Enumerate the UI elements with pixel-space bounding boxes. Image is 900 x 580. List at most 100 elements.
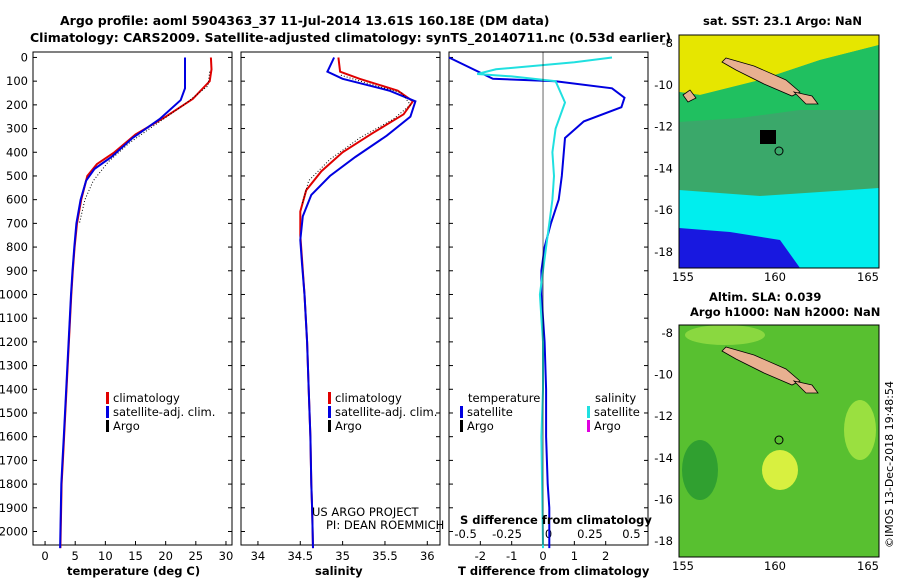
series-line-argo [301, 74, 412, 205]
depth-tick-label: 1800 [0, 477, 28, 491]
temperature-axis-label: temperature (deg C) [67, 564, 200, 578]
legend-satellite-label: satellite-adj. clim. [113, 405, 215, 419]
depth-tick-label: 600 [6, 193, 28, 207]
legend-argo-swatch [328, 420, 331, 432]
panel-ticks: 0 5 10 15 20 25 30 34 34.5 35 35.5 36 -2 -1 0 1 2 -0.5 -0.… [33, 56, 648, 563]
x-tick-label: -1 [506, 549, 517, 563]
sst-blue-patch [679, 228, 800, 268]
sla-map [678, 324, 880, 558]
difference-legend-temperature: temperature satellite Argo [460, 391, 540, 433]
depth-tick-label: 1400 [0, 382, 28, 396]
map-lat-tick-label: -12 [654, 120, 673, 134]
sla-map-ticks: -8 -10 -12 -14 -16 -18 155 160 165 [654, 326, 879, 573]
map-lon-tick-label: 155 [672, 270, 694, 284]
argo-position-marker [774, 435, 784, 445]
header-line-2: Climatology: CARS2009. Satellite-adjuste… [30, 30, 671, 46]
sla-low-patch [682, 440, 718, 500]
diff-legend-temp-satellite-swatch [460, 406, 463, 418]
map-lat-tick-label: -10 [654, 368, 673, 382]
legend-climatology-label: climatology [335, 391, 402, 405]
sst-map-frame [678, 34, 880, 269]
diff-legend-temp-argo-label: Argo [467, 419, 494, 433]
series-line-argo [78, 71, 211, 224]
depth-tick-label: 1700 [0, 453, 28, 467]
map-lon-tick-label: 155 [672, 559, 694, 573]
map-lat-tick-label: -8 [662, 326, 673, 340]
map-lat-tick-label: -14 [654, 161, 673, 175]
series-line-salinity-satellite [476, 56, 613, 549]
map-lat-tick-label: -18 [654, 245, 673, 259]
temperature-legend: climatology satellite-adj. clim. Argo [106, 391, 215, 433]
island-shape [682, 89, 697, 103]
map-lon-tick-label: 160 [764, 559, 786, 573]
salinity-panel-frame [240, 51, 441, 546]
sla-map-title-2: Argo h1000: NaN h2000: NaN [690, 305, 880, 319]
x-tick-label: 35 [335, 549, 350, 563]
depth-tick-label: 1200 [0, 335, 28, 349]
sst-dark-patch [760, 130, 776, 144]
sla-map-frame [678, 324, 880, 558]
series-line-climatology [59, 57, 213, 549]
x-tick-label: 10 [98, 549, 113, 563]
sst-map [678, 34, 880, 269]
legend-satellite-swatch [106, 406, 109, 418]
imos-timestamp: ©IMOS 13-Dec-2018 19:48:54 [883, 381, 896, 548]
map-lat-tick-label: -12 [654, 409, 673, 423]
depth-tick-label: 1600 [0, 430, 28, 444]
depth-tick-label: 200 [6, 98, 28, 112]
sst-map-title: sat. SST: 23.1 Argo: NaN [703, 14, 862, 28]
map-lat-tick-label: -8 [662, 36, 673, 50]
depth-tick-label: 100 [6, 74, 28, 88]
s-diff-tick-label: -0.5 [454, 527, 476, 541]
s-difference-title: S difference from climatology [460, 513, 652, 527]
depth-tick-label: 800 [6, 240, 28, 254]
map-lat-tick-label: -16 [654, 492, 673, 506]
s-diff-tick-label: -0.25 [492, 527, 522, 541]
diff-legend-temp-argo-swatch [460, 420, 463, 432]
map-lon-tick-label: 165 [857, 270, 879, 284]
s-diff-tick-label: 0.5 [622, 527, 640, 541]
diff-legend-sal-satellite-label: satellite [594, 405, 640, 419]
depth-tick-label: 500 [6, 169, 28, 183]
depth-axis: 0 100 200 300 400 500 600 700 800 900 1000 1100 1200… [0, 50, 28, 538]
t-difference-axis-label: T difference from climatology [458, 564, 650, 578]
diff-legend-sal-title: salinity [595, 391, 636, 405]
solomon-islands-shape [721, 346, 801, 386]
solomon-islands-shape [721, 57, 801, 97]
difference-legend-salinity: salinity satellite Argo [587, 391, 640, 433]
legend-satellite-swatch [328, 406, 331, 418]
map-lon-tick-label: 160 [764, 270, 786, 284]
diff-legend-sal-argo-swatch [587, 420, 590, 432]
sla-map-title-1: Altim. SLA: 0.039 [709, 290, 821, 304]
argo-position-marker [774, 146, 784, 156]
diff-legend-temp-title: temperature [468, 391, 540, 405]
s-diff-tick-label: 0.25 [577, 527, 603, 541]
x-tick-label: 2 [602, 549, 609, 563]
salinity-axis-label: salinity [315, 564, 363, 578]
sst-warm-band [679, 35, 879, 95]
depth-tick-label: 700 [6, 216, 28, 230]
x-tick-label: 1 [571, 549, 578, 563]
sla-high-patch [762, 450, 798, 490]
x-tick-label: 25 [188, 549, 203, 563]
depth-tick-label: 300 [6, 122, 28, 136]
series-line-climatology [299, 57, 415, 549]
x-tick-label: 35.5 [372, 549, 398, 563]
map-lat-tick-label: -10 [654, 78, 673, 92]
depth-tick-label: 1500 [0, 406, 28, 420]
series-line-temperature-satellite [448, 56, 626, 549]
sst-map-ticks: -8 -10 -12 -14 -16 -18 155 160 165 [654, 36, 879, 284]
depth-tick-label: 400 [6, 145, 28, 159]
map-lat-tick-label: -16 [654, 203, 673, 217]
credit-line-1: US ARGO PROJECT [312, 505, 420, 519]
legend-climatology-swatch [106, 392, 109, 404]
series-layer [59, 52, 626, 549]
diff-legend-temp-satellite-label: satellite [467, 405, 513, 419]
legend-climatology-swatch [328, 392, 331, 404]
x-tick-label: 34 [251, 549, 266, 563]
diff-legend-sal-argo-label: Argo [594, 419, 621, 433]
temperature-panel-frame [32, 51, 233, 546]
depth-tick-label: 1100 [0, 311, 28, 325]
legend-argo-label: Argo [113, 419, 140, 433]
